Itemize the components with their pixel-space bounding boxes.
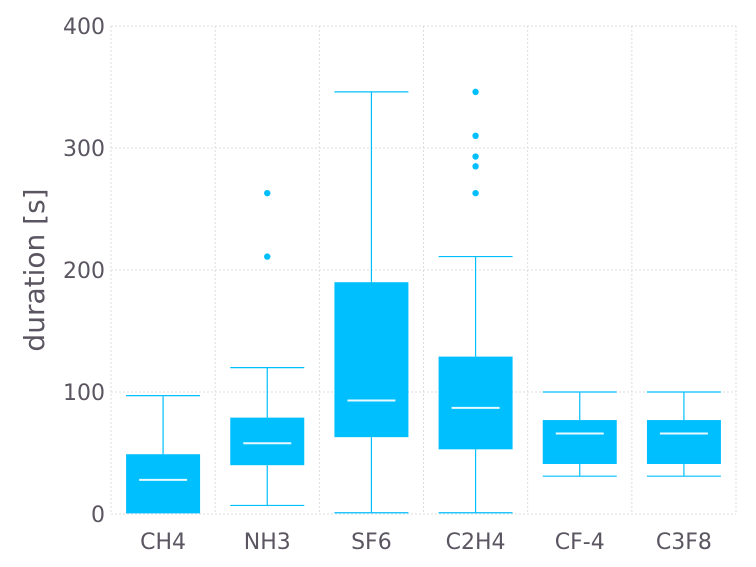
grid-lines [110, 25, 737, 515]
outlier-c2h4-4 [472, 88, 479, 96]
outlier-nh3-1 [264, 189, 271, 197]
y-tick-label-300: 300 [63, 137, 105, 162]
iqr-box-c3f8 [646, 420, 721, 464]
iqr-box-ch4 [126, 454, 201, 513]
y-tick-label-0: 0 [91, 503, 105, 528]
iqr-box-cf-4 [542, 420, 617, 464]
outlier-c2h4-0 [472, 189, 479, 197]
box-ch4 [126, 395, 201, 514]
y-tick-label-400: 400 [63, 15, 105, 40]
box-nh3 [230, 189, 305, 507]
box-c2h4 [438, 88, 513, 514]
x-tick-label-c2h4: C2H4 [446, 530, 506, 555]
y-axis-ticks: 0 100 200 300 400 [63, 15, 105, 528]
iqr-box-nh3 [230, 417, 305, 466]
box-c3f8 [646, 391, 721, 477]
y-axis-title: duration [s] [18, 188, 51, 351]
y-tick-label-200: 200 [63, 259, 105, 284]
boxes [126, 88, 721, 514]
outlier-nh3-0 [264, 253, 271, 260]
outlier-c2h4-3 [472, 132, 479, 139]
x-tick-label-cf-4: CF-4 [555, 530, 605, 555]
iqr-box-sf6 [334, 282, 409, 438]
box-cf-4 [542, 391, 617, 477]
box-sf6 [334, 91, 409, 514]
y-tick-label-100: 100 [63, 381, 105, 406]
x-tick-label-nh3: NH3 [244, 530, 291, 555]
x-tick-label-sf6: SF6 [351, 530, 392, 555]
x-tick-label-ch4: CH4 [140, 530, 186, 555]
outlier-c2h4-2 [472, 153, 479, 160]
x-axis-ticks: CH4 NH3 SF6 C2H4 CF-4 C3F8 [140, 530, 712, 555]
x-tick-label-c3f8: C3F8 [656, 530, 712, 555]
outlier-c2h4-1 [472, 163, 479, 170]
iqr-box-c2h4 [438, 356, 513, 450]
